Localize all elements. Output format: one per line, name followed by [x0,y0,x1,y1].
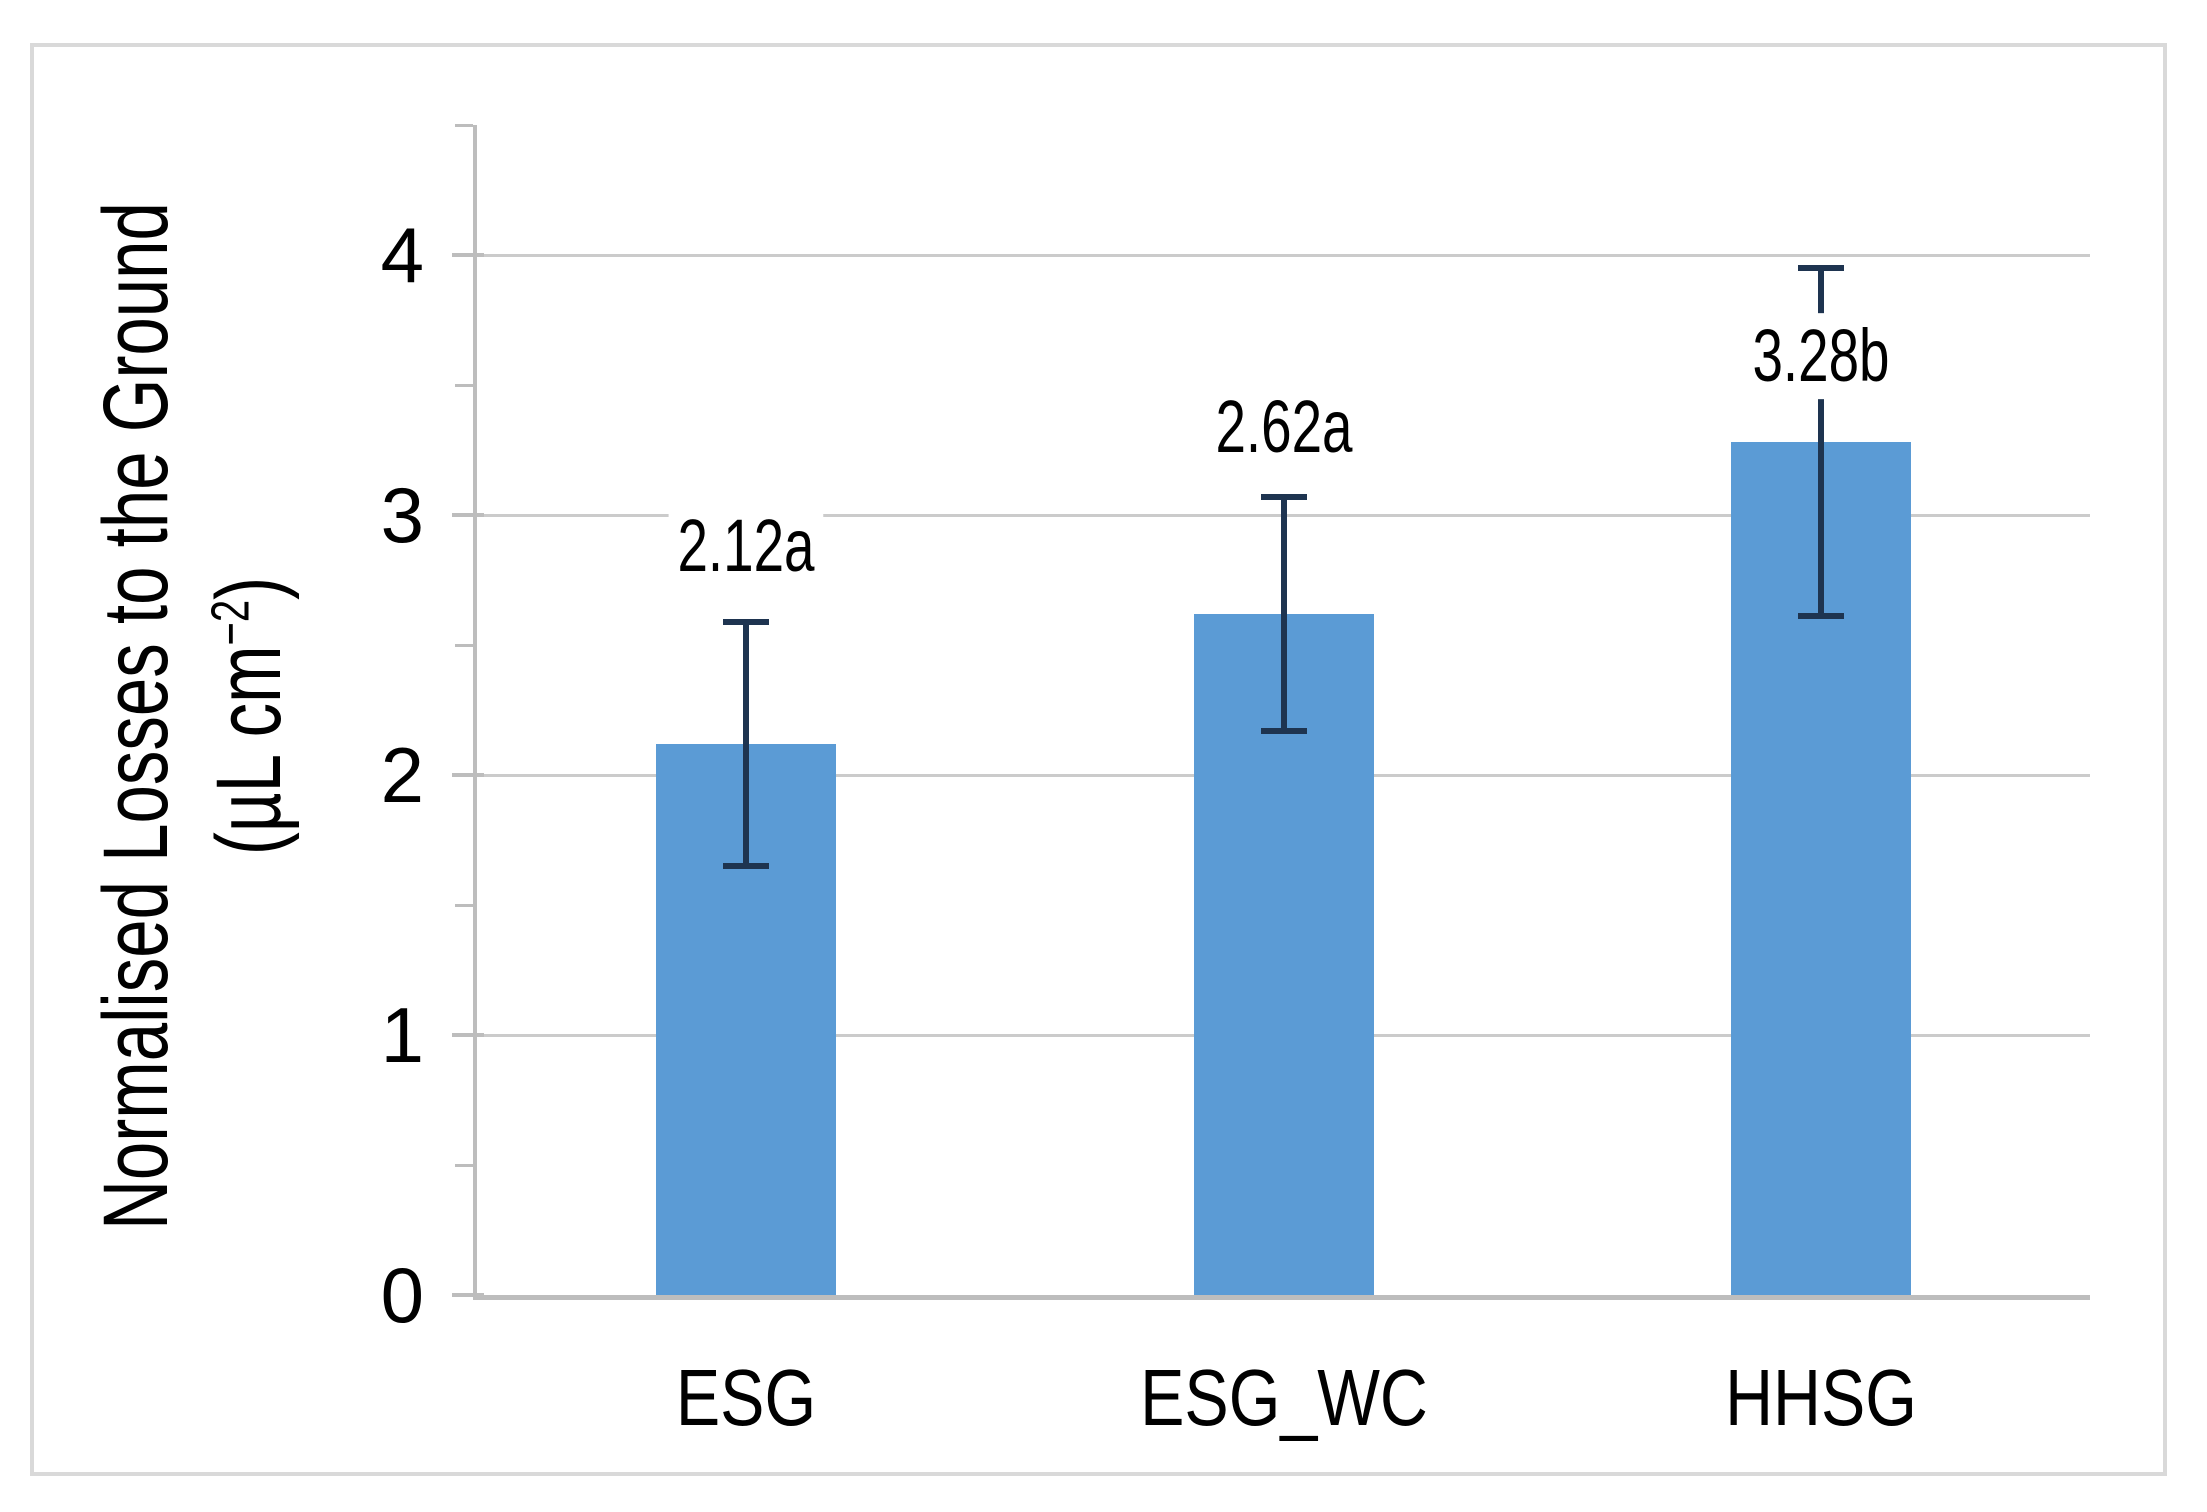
y-axis-major-tick [452,513,484,517]
error-bar-line [1280,496,1287,731]
y-axis-title-line1: Normalised Losses to the Ground [85,202,187,1230]
y-axis-major-tick [452,1293,484,1297]
data-label: 2.62a [1206,383,1361,470]
error-bar-cap [1260,727,1307,734]
x-axis-category-label: ESG_WC [1139,1353,1428,1442]
error-bar-cap [1260,493,1307,500]
error-bar-cap [1798,613,1845,620]
y-axis-major-tick [452,253,484,257]
y-axis-minor-tick [455,383,473,387]
y-axis-tick-label: 1 [380,991,424,1079]
x-axis-line [473,1295,2090,1300]
gridline [477,253,2090,257]
error-bar-cap [722,618,769,625]
error-bar-cap [722,863,769,869]
y-axis-tick-label: 4 [380,211,424,299]
y-axis-title-text: Normalised Losses to the Ground (µL cm−2… [80,202,306,1230]
y-axis-tick-label: 0 [380,1251,424,1339]
data-label: 2.12a [668,503,824,590]
y-axis-unit-exponent: −2 [201,599,261,646]
error-bar-line [742,621,749,866]
y-axis-line [473,125,477,1300]
error-bar-cap [1798,265,1845,271]
y-axis-title-line2: (µL cm−2) [198,576,300,856]
y-axis-tick-label: 3 [380,471,424,559]
y-axis-minor-tick [455,1163,473,1167]
y-axis-minor-tick [455,903,473,907]
y-axis-tick-label: 2 [380,731,424,819]
error-bar-line [1818,268,1825,617]
y-axis-title: Normalised Losses to the Ground (µL cm−2… [80,31,306,1401]
y-axis-major-tick [452,1033,484,1037]
x-axis-category-label: ESG [675,1353,816,1442]
y-axis-minor-tick [455,643,473,647]
x-axis-category-label: HHSG [1725,1353,1918,1442]
data-label: 3.28b [1743,313,1899,400]
y-axis-major-tick [452,773,484,777]
y-axis-minor-tick [455,123,473,127]
